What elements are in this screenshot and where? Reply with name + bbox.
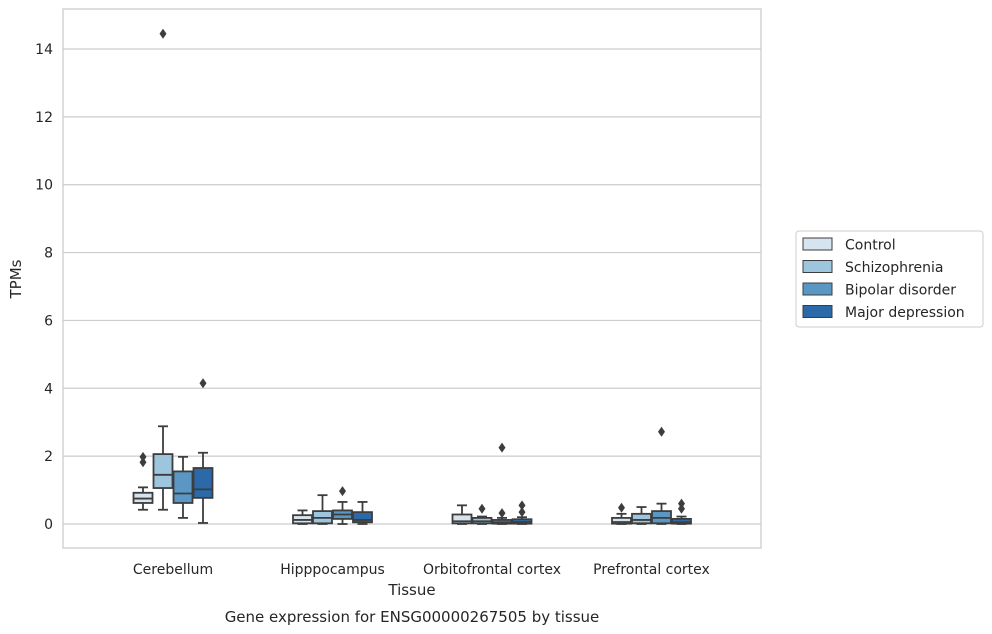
outlier-point [498, 508, 506, 519]
box-3-0 [611, 502, 632, 525]
y-tick-label: 2 [44, 449, 53, 465]
box-1-1 [312, 494, 333, 525]
box-3-1 [631, 506, 652, 525]
outlier-point [478, 503, 486, 514]
outlier-point [498, 442, 506, 453]
box-body [192, 467, 214, 499]
x-tick-labels: Cerebellum Hipppocampus Orbitofrontal cort… [133, 562, 710, 578]
y-tick-label: 8 [44, 246, 53, 262]
legend-swatch [802, 237, 833, 251]
x-tick-label: Orbitofrontal cortex [423, 562, 561, 578]
plot-frame [62, 8, 762, 549]
x-tick-label: Hipppocampus [280, 562, 385, 578]
x-tick-label: Prefrontal cortex [593, 562, 710, 578]
box-1-0 [292, 509, 313, 525]
outlier-point [518, 507, 526, 518]
box-0-0 [132, 451, 154, 511]
y-tick-label: 10 [35, 178, 53, 194]
box-2-2 [491, 442, 513, 525]
legend-label: Bipolar disorder [845, 283, 956, 299]
box-body [631, 512, 652, 525]
box-body [671, 518, 692, 525]
box-3-2 [651, 426, 672, 525]
outlier-point [339, 486, 346, 497]
box-body [611, 516, 632, 525]
legend: Control Schizophrenia Bipolar disorder Majo… [795, 230, 984, 328]
figure-caption: Gene expression for ENSG00000267505 by t… [225, 608, 600, 626]
y-tick-label: 14 [35, 42, 53, 58]
legend-swatch [802, 305, 833, 318]
legend-label: Major depression [845, 305, 965, 321]
box-2-3 [511, 500, 533, 525]
x-tick-label: Cerebellum [133, 562, 213, 578]
box-1-3 [352, 501, 373, 525]
outlier-point [658, 426, 665, 437]
legend-item: Control [802, 237, 896, 254]
outlier-point [678, 503, 685, 514]
outlier-point [139, 451, 147, 462]
box-0-2 [172, 455, 194, 519]
outlier-point [678, 498, 685, 509]
box-body [352, 511, 373, 524]
y-tick-label: 6 [44, 313, 53, 329]
boxes [132, 28, 692, 525]
box-0-3 [192, 378, 214, 524]
legend-label: Control [845, 238, 896, 254]
x-axis-label: Tissue [387, 581, 435, 599]
y-axis-label: TPMs [7, 259, 25, 299]
box-body [172, 470, 194, 504]
legend-swatch [802, 282, 833, 296]
outlier-point [618, 502, 625, 513]
outlier-point [139, 457, 147, 468]
legend-item: Bipolar disorder [802, 282, 956, 299]
y-tick-labels: 0 2 4 6 8 10 12 14 [35, 42, 53, 533]
box-3-3 [671, 498, 692, 525]
box-0-1 [152, 28, 174, 511]
box-1-2 [332, 486, 353, 525]
outlier-point [199, 378, 207, 389]
y-tick-label: 0 [44, 517, 53, 533]
outlier-point [159, 28, 167, 39]
legend-frame [795, 230, 984, 328]
y-tick-label: 4 [44, 381, 53, 397]
legend-item: Major depression [802, 305, 965, 321]
legend-label: Schizophrenia [845, 260, 943, 276]
box-2-1 [471, 503, 493, 525]
legend-item: Schizophrenia [802, 260, 943, 276]
outlier-point [518, 500, 526, 511]
box-2-0 [451, 504, 473, 525]
legend-swatch [802, 260, 833, 273]
box-body [152, 453, 174, 489]
box-body [451, 513, 473, 525]
grid-lines [63, 48, 761, 525]
y-tick-label: 12 [35, 110, 53, 126]
